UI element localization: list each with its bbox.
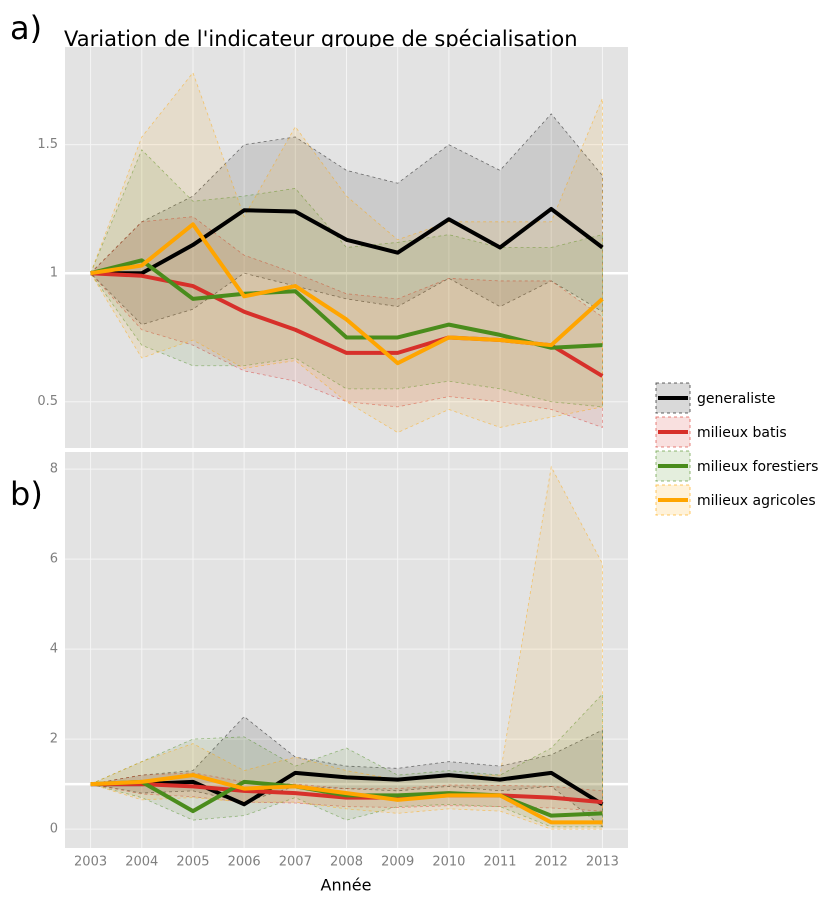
series-line <box>90 206 604 276</box>
y-tick-label: 4 <box>50 642 58 657</box>
confidence-band <box>90 71 603 434</box>
x-tick-label: 2006 <box>228 855 261 870</box>
y-tick-label: 6 <box>50 552 58 567</box>
x-tick-label: 2012 <box>535 855 568 870</box>
x-tick-label: 2003 <box>74 855 107 870</box>
y-tick-label: 0.5 <box>37 394 58 409</box>
series-line <box>90 782 603 805</box>
series-line <box>90 773 603 825</box>
series-line <box>90 770 604 807</box>
x-tick-label: 2009 <box>381 855 414 870</box>
x-tick-label: 2008 <box>330 855 363 870</box>
confidence-band <box>90 113 603 326</box>
x-tick-label: 2011 <box>483 855 516 870</box>
y-tick-label: 8 <box>50 462 58 477</box>
x-tick-label: 2005 <box>176 855 209 870</box>
y-tick-label: 2 <box>50 732 58 747</box>
y-tick-label: 1.5 <box>37 137 58 152</box>
series-line <box>90 222 604 366</box>
x-axis-label: Année <box>321 876 372 895</box>
confidence-band <box>89 465 603 830</box>
x-tick-label: 2007 <box>279 855 312 870</box>
panel-label: a) <box>10 9 42 47</box>
x-tick-label: 2010 <box>432 855 465 870</box>
legend-label: milieux agricoles <box>697 493 816 509</box>
legend-label: generaliste <box>697 391 776 407</box>
y-tick-label: 1 <box>50 266 58 281</box>
x-tick-label: 2004 <box>125 855 158 870</box>
legend-label: milieux forestiers <box>697 459 818 475</box>
y-tick-label: 0 <box>50 822 58 837</box>
x-tick-label: 2013 <box>586 855 619 870</box>
legend-label: milieux batis <box>697 425 787 441</box>
series-line <box>90 258 603 350</box>
confidence-band <box>90 149 603 408</box>
panel-label: b) <box>10 475 43 513</box>
confidence-band <box>90 716 603 828</box>
